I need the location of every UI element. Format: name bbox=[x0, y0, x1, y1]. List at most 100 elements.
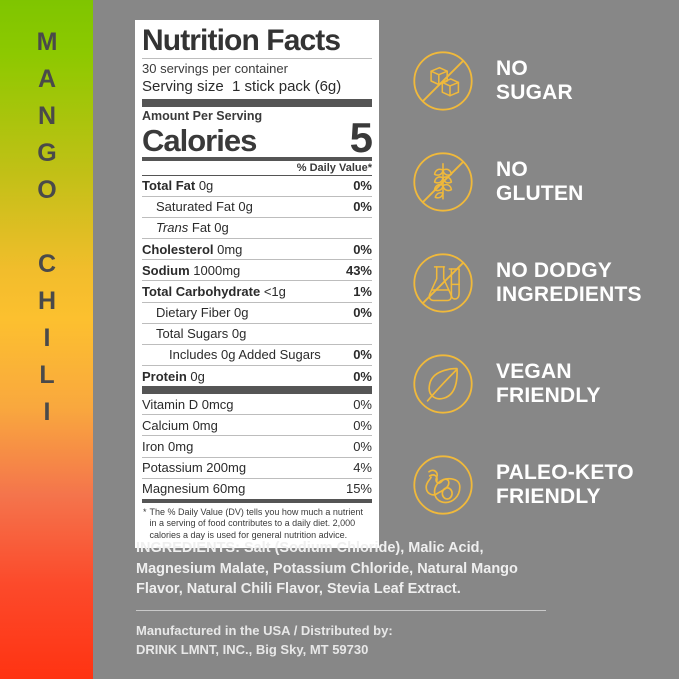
divider-thick-top bbox=[142, 98, 372, 107]
benefit-label: NO DODGY INGREDIENTS bbox=[496, 258, 642, 306]
vegan-leaf-icon bbox=[408, 349, 478, 419]
divider-under-title bbox=[142, 57, 372, 59]
benefit-label: NO GLUTEN bbox=[496, 157, 584, 205]
divider-under-calories bbox=[142, 156, 372, 161]
micronutrient-row-divider bbox=[142, 477, 372, 479]
ingredients-heading: INGREDIENTS: bbox=[136, 540, 240, 556]
micronutrient-row: Iron 0mg 0% bbox=[142, 436, 372, 456]
benefit-label: NO SUGAR bbox=[496, 56, 573, 104]
micronutrient-daily-value: 0% bbox=[353, 438, 372, 454]
divider-thick-bottom bbox=[142, 386, 372, 395]
ingredients-text: INGREDIENTS: Salt (Sodium Chloride), Mal… bbox=[136, 540, 518, 598]
nutrient-row: Sodium 1000mg 43% bbox=[142, 260, 372, 280]
nutrient-daily-value: 0% bbox=[353, 368, 372, 384]
no-gluten-icon bbox=[408, 147, 478, 217]
nutrient-daily-value: 1% bbox=[353, 283, 372, 299]
nutrient-row-divider bbox=[142, 238, 372, 240]
micronutrient-row-divider bbox=[142, 435, 372, 437]
nutrient-row-divider bbox=[142, 280, 372, 282]
nutrient-daily-value: 0% bbox=[353, 178, 372, 194]
nutrient-daily-value: 0% bbox=[353, 199, 372, 215]
nutrient-row-divider bbox=[142, 365, 372, 366]
nutrient-name: Total Sugars 0g bbox=[156, 326, 247, 342]
flavor-gradient-strip bbox=[0, 0, 93, 679]
benefit-item: NO SUGAR bbox=[408, 30, 670, 131]
micronutrient-daily-value: 4% bbox=[353, 460, 372, 476]
nutrient-row-divider bbox=[142, 343, 372, 345]
manufacturer-text: Manufactured in the USA / Distributed by… bbox=[136, 623, 393, 657]
nutrient-name: Dietary Fiber 0g bbox=[156, 305, 249, 321]
benefits-list: NO SUGAR NO GLUTEN NO DODGY INGREDIENTS VEG… bbox=[408, 30, 670, 535]
nutrient-row-divider bbox=[142, 322, 372, 324]
no-sugar-icon bbox=[408, 46, 478, 116]
calories-label: Calories bbox=[142, 123, 257, 159]
nutrient-name: Total Fat 0g bbox=[142, 178, 214, 194]
nutrition-facts-panel: Nutrition Facts 30 servings per containe… bbox=[135, 20, 379, 549]
micronutrient-row: Vitamin D 0mcg 0% bbox=[142, 394, 372, 414]
micronutrient-row-divider bbox=[142, 456, 372, 458]
benefit-label: VEGAN FRIENDLY bbox=[496, 359, 601, 407]
calories-row: Calories 5 bbox=[142, 113, 373, 161]
serving-size-label: Serving size bbox=[142, 78, 224, 96]
nutrient-row: Total Carbohydrate <1g 1% bbox=[142, 281, 372, 301]
servings-per-container: 30 servings per container bbox=[142, 60, 288, 76]
micronutrient-daily-value: 0% bbox=[353, 396, 372, 412]
micronutrient-name: Iron 0mg bbox=[142, 438, 194, 454]
manufacturer-block: Manufactured in the USA / Distributed by… bbox=[136, 622, 546, 660]
nutrient-row: Cholesterol 0mg 0% bbox=[142, 239, 372, 259]
nutrient-row: Total Sugars 0g bbox=[142, 324, 372, 344]
daily-value-header: % Daily Value* bbox=[296, 161, 372, 174]
calories-value: 5 bbox=[349, 113, 373, 161]
micronutrient-name: Calcium 0mg bbox=[142, 417, 218, 433]
micronutrient-name: Potassium 200mg bbox=[142, 460, 247, 476]
nutrient-row: Protein 0g 0% bbox=[142, 366, 372, 386]
micronutrient-daily-value: 0% bbox=[353, 417, 372, 433]
micronutrient-row: Calcium 0mg 0% bbox=[142, 415, 372, 435]
nutrient-row-divider bbox=[142, 301, 372, 303]
nutrient-row: Trans Fat 0g bbox=[142, 218, 372, 238]
nutrient-name: Protein 0g bbox=[142, 368, 205, 384]
nutrition-facts-title: Nutrition Facts bbox=[142, 24, 341, 57]
nutrient-row-divider bbox=[142, 195, 372, 197]
amount-per-serving-label: Amount Per Serving bbox=[142, 108, 263, 123]
divider-above-footnote bbox=[142, 498, 372, 503]
serving-size-value: 1 stick pack (6g) bbox=[232, 78, 342, 96]
nutrient-daily-value: 43% bbox=[345, 262, 372, 278]
benefit-label: PALEO-KETO FRIENDLY bbox=[496, 460, 634, 508]
nutrient-name: Cholesterol 0mg bbox=[142, 241, 243, 257]
nutrient-name: Saturated Fat 0g bbox=[156, 199, 253, 215]
micronutrient-row: Potassium 200mg 4% bbox=[142, 458, 372, 478]
nutrient-daily-value: 0% bbox=[353, 347, 372, 363]
footnote-asterisk: * bbox=[143, 506, 147, 517]
divider-under-dv-header bbox=[142, 174, 372, 176]
benefit-item: NO DODGY INGREDIENTS bbox=[408, 232, 670, 333]
daily-value-footnote: * The % Daily Value (DV) tells you how m… bbox=[142, 503, 372, 544]
nutrient-row-divider bbox=[142, 259, 372, 261]
nutrient-row: Includes 0g Added Sugars 0% bbox=[142, 345, 372, 365]
nutrient-row: Dietary Fiber 0g 0% bbox=[142, 303, 372, 323]
nutrient-row-divider bbox=[142, 216, 372, 218]
bottom-divider bbox=[136, 610, 546, 611]
micronutrient-row-divider bbox=[142, 414, 372, 416]
nutrient-name: Total Carbohydrate <1g bbox=[142, 283, 286, 299]
micronutrient-name: Vitamin D 0mcg bbox=[142, 396, 234, 412]
nutrient-rows-container: Total Fat 0g 0% Saturated Fat 0g 0% Trans Fa… bbox=[142, 176, 372, 387]
micronutrient-name: Magnesium 60mg bbox=[142, 481, 246, 497]
micronutrient-rows-container: Vitamin D 0mcg 0% Calcium 0mg 0% Iron 0mg 0% P… bbox=[142, 394, 372, 499]
nutrient-row: Saturated Fat 0g 0% bbox=[142, 197, 372, 217]
nutrient-name: Trans Fat 0g bbox=[156, 220, 229, 236]
benefit-item: VEGAN FRIENDLY bbox=[408, 333, 670, 434]
serving-size-row: Serving size 1 stick pack (6g) bbox=[142, 77, 372, 99]
no-dodgy-ingredients-icon bbox=[408, 248, 478, 318]
micronutrient-row: Magnesium 60mg 15% bbox=[142, 479, 372, 499]
footnote-text: The % Daily Value (DV) tells you how muc… bbox=[149, 506, 363, 540]
benefit-item: PALEO-KETO FRIENDLY bbox=[408, 434, 670, 535]
micronutrient-daily-value: 15% bbox=[345, 481, 372, 497]
paleo-keto-meat-icon bbox=[408, 450, 478, 520]
nutrient-row: Total Fat 0g 0% bbox=[142, 176, 372, 196]
nutrient-daily-value: 0% bbox=[353, 241, 372, 257]
benefit-item: NO GLUTEN bbox=[408, 131, 670, 232]
nutrient-daily-value: 0% bbox=[353, 305, 372, 321]
ingredients-block: INGREDIENTS: Salt (Sodium Chloride), Mal… bbox=[136, 538, 546, 600]
nutrient-name: Includes 0g Added Sugars bbox=[169, 347, 321, 363]
